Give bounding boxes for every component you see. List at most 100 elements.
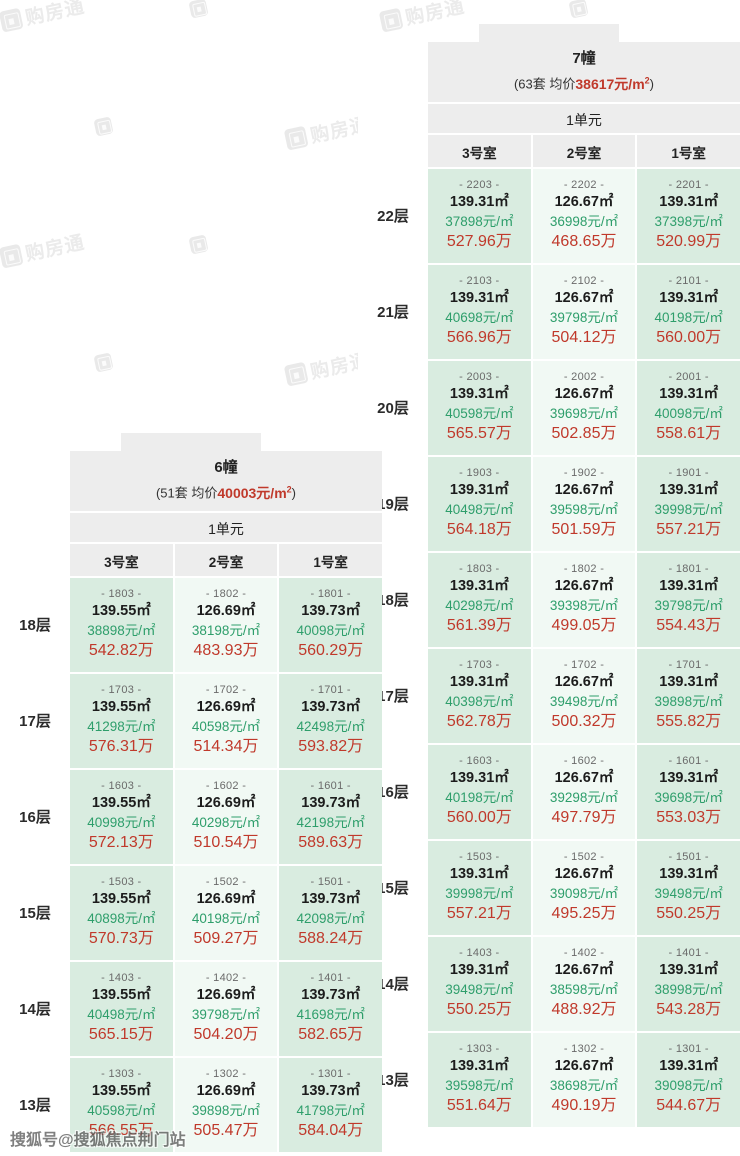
unit-cell[interactable]: - 2002 - 126.67㎡ 39698元/㎡ 502.85万 [532,359,638,455]
summary-suffix: ) [291,485,297,501]
unit-cell[interactable]: - 1602 - 126.69㎡ 40298元/㎡ 510.54万 [174,768,280,864]
total-price: 527.96万 [446,233,512,250]
unit-cell[interactable]: - 1701 - 139.31㎡ 39898元/㎡ 555.82万 [637,647,740,743]
unit-number: - 1303 - [101,1068,142,1080]
unit-cell[interactable]: - 2201 - 139.31㎡ 37398元/㎡ 520.99万 [637,167,740,263]
unit-cell[interactable]: - 1301 - 139.31㎡ 39098元/㎡ 544.67万 [637,1031,740,1127]
unit-cell[interactable]: - 1303 - 139.31㎡ 39598元/㎡ 551.64万 [428,1031,533,1127]
total-price: 561.39万 [446,617,512,634]
unit-cell[interactable]: - 1801 - 139.31㎡ 39798元/㎡ 554.43万 [637,551,740,647]
unit-price: 40498元/㎡ [445,502,514,517]
unit-cell[interactable]: - 1601 - 139.73㎡ 42198元/㎡ 589.63万 [279,768,383,864]
unit-number: - 2002 - [563,371,605,383]
unit-cell[interactable]: - 2101 - 139.31㎡ 40198元/㎡ 560.00万 [637,263,740,359]
unit-cell[interactable]: - 1501 - 139.31㎡ 39498元/㎡ 550.25万 [637,839,740,935]
total-price: 550.25万 [446,1001,512,1018]
unit-cell[interactable]: - 1802 - 126.69㎡ 38198元/㎡ 483.93万 [174,576,280,672]
unit-cell[interactable]: - 1501 - 139.73㎡ 42098元/㎡ 588.24万 [279,864,383,960]
building-name: 7幢 [572,50,596,67]
unit-cell[interactable]: - 1401 - 139.31㎡ 38998元/㎡ 543.28万 [637,935,740,1031]
total-price: 497.79万 [551,809,617,826]
unit-cell[interactable]: - 2003 - 139.31㎡ 40598元/㎡ 565.57万 [428,359,533,455]
unit-cell[interactable]: - 1602 - 126.67㎡ 39298元/㎡ 497.79万 [532,743,638,839]
unit-cell[interactable]: - 1503 - 139.55㎡ 40898元/㎡ 570.73万 [70,864,175,960]
floor-column-header-spacer [358,42,428,167]
watermark-tile: 购房通 [188,0,209,19]
watermark-tile: 购房通 [93,116,114,137]
unit-number: - 1703 - [459,659,500,671]
unit-cell[interactable]: - 1403 - 139.55㎡ 40498元/㎡ 565.15万 [70,960,175,1056]
unit-cell[interactable]: - 1903 - 139.31㎡ 40498元/㎡ 564.18万 [428,455,533,551]
room-header-1: 3号室 [70,544,175,576]
unit-cell[interactable]: - 1603 - 139.31㎡ 40198元/㎡ 560.00万 [428,743,533,839]
unit-cell[interactable]: - 1802 - 126.67㎡ 39398元/㎡ 499.05万 [532,551,638,647]
unit-price: 39798元/㎡ [549,310,619,325]
house-logo-icon [188,234,209,255]
unit-cell[interactable]: - 1302 - 126.69㎡ 39898元/㎡ 505.47万 [174,1056,280,1152]
total-price: 500.32万 [551,713,617,730]
unit-cell[interactable]: - 1803 - 139.55㎡ 38898元/㎡ 542.82万 [70,576,175,672]
unit-number: - 1801 - [668,563,709,575]
total-price: 554.43万 [656,617,722,634]
unit-cell[interactable]: - 2103 - 139.31㎡ 40698元/㎡ 566.96万 [428,263,533,359]
watermark-text: 购房通 [23,0,87,30]
unit-cell[interactable]: - 1703 - 139.31㎡ 40398元/㎡ 562.78万 [428,647,533,743]
total-price: 490.19万 [551,1097,617,1114]
unit-cell[interactable]: - 1801 - 139.73㎡ 40098元/㎡ 560.29万 [279,576,383,672]
total-price: 589.63万 [298,834,364,851]
unit-cell[interactable]: - 1302 - 126.67㎡ 38698元/㎡ 490.19万 [532,1031,638,1127]
house-logo-icon [283,361,309,387]
unit-cell[interactable]: - 1502 - 126.69㎡ 40198元/㎡ 509.27万 [174,864,280,960]
watermark-tile: 购房通 [568,0,589,19]
unit-cell[interactable]: - 1601 - 139.31㎡ 39698元/㎡ 553.03万 [637,743,740,839]
total-price: 468.65万 [551,233,617,250]
unit-cell[interactable]: - 1401 - 139.73㎡ 41698元/㎡ 582.65万 [279,960,383,1056]
unit-cell[interactable]: - 1301 - 139.73㎡ 41798元/㎡ 584.04万 [279,1056,383,1152]
unit-number: - 1903 - [459,467,500,479]
unit-area: 139.31㎡ [449,1058,509,1074]
unit-cell[interactable]: - 1701 - 139.73㎡ 42498元/㎡ 593.82万 [279,672,383,768]
unit-cell[interactable]: - 1902 - 126.67㎡ 39598元/㎡ 501.59万 [532,455,638,551]
unit-price: 39098元/㎡ [549,886,619,901]
unit-cell[interactable]: - 2001 - 139.31㎡ 40098元/㎡ 558.61万 [637,359,740,455]
unit-cell[interactable]: - 1703 - 139.55㎡ 41298元/㎡ 576.31万 [70,672,175,768]
unit-cell[interactable]: - 1502 - 126.67㎡ 39098元/㎡ 495.25万 [532,839,638,935]
unit-price: 36998元/㎡ [549,214,619,229]
unit-price: 39498元/㎡ [654,886,723,901]
unit-price: 39898元/㎡ [191,1103,261,1118]
unit-area: 139.31㎡ [659,770,719,786]
unit-cell[interactable]: - 1303 - 139.55㎡ 40598元/㎡ 566.55万 [70,1056,175,1152]
room-header-3: 1号室 [671,146,706,161]
unit-cell[interactable]: - 1503 - 139.31㎡ 39998元/㎡ 557.21万 [428,839,533,935]
unit-cell[interactable]: - 1803 - 139.31㎡ 40298元/㎡ 561.39万 [428,551,533,647]
watermark-tile: 购房通 [0,0,87,36]
unit-cell[interactable]: - 1603 - 139.55㎡ 40998元/㎡ 572.13万 [70,768,175,864]
unit-data-row: - 1903 - 139.31㎡ 40498元/㎡ 564.18万 - 1902 - 12… [428,455,740,551]
unit-number: - 1603 - [459,755,500,767]
unit-price: 39898元/㎡ [654,694,723,709]
unit-number: - 1803 - [459,563,500,575]
unit-price: 40198元/㎡ [654,310,723,325]
unit-area: 139.31㎡ [449,194,509,210]
unit-cell[interactable]: - 1901 - 139.31㎡ 39998元/㎡ 557.21万 [637,455,740,551]
unit-cell[interactable]: - 1402 - 126.69㎡ 39798元/㎡ 504.20万 [174,960,280,1056]
unit-price: 39798元/㎡ [191,1007,261,1022]
unit-data-row: - 1703 - 139.31㎡ 40398元/㎡ 562.78万 - 1702 - 12… [428,647,740,743]
unit-area: 139.31㎡ [659,386,719,402]
unit-cell[interactable]: - 2202 - 126.67㎡ 36998元/㎡ 468.65万 [532,167,638,263]
unit-data-row: - 1703 - 139.55㎡ 41298元/㎡ 576.31万 - 1702 - 12… [70,672,383,768]
unit-cell[interactable]: - 1403 - 139.31㎡ 39498元/㎡ 550.25万 [428,935,533,1031]
unit-cell[interactable]: - 1402 - 126.67㎡ 38598元/㎡ 488.92万 [532,935,638,1031]
unit-area: 139.31㎡ [449,770,509,786]
unit-area: 126.69㎡ [196,603,256,619]
floor-label: 13层 [0,1056,70,1152]
unit-area: 139.55㎡ [91,795,151,811]
unit-count-text: (63套 均价 [513,76,576,92]
unit-cell[interactable]: - 1702 - 126.69㎡ 40598元/㎡ 514.34万 [174,672,280,768]
unit-number: - 2202 - [563,179,605,191]
unit-cell[interactable]: - 1702 - 126.67㎡ 39498元/㎡ 500.32万 [532,647,638,743]
unit-price: 40198元/㎡ [445,790,514,805]
unit-cell[interactable]: - 2102 - 126.67㎡ 39798元/㎡ 504.12万 [532,263,638,359]
total-price: 488.92万 [551,1001,617,1018]
unit-cell[interactable]: - 2203 - 139.31㎡ 37898元/㎡ 527.96万 [428,167,533,263]
